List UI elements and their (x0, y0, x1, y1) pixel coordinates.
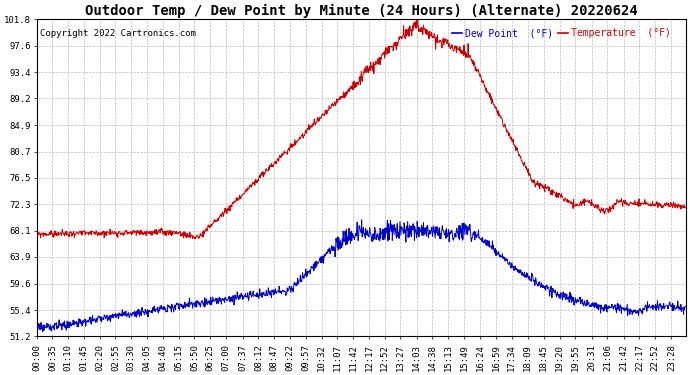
Legend: Dew Point  (°F), Temperature  (°F): Dew Point (°F), Temperature (°F) (448, 24, 675, 42)
Title: Outdoor Temp / Dew Point by Minute (24 Hours) (Alternate) 20220624: Outdoor Temp / Dew Point by Minute (24 H… (85, 4, 638, 18)
Text: Copyright 2022 Cartronics.com: Copyright 2022 Cartronics.com (40, 29, 196, 38)
